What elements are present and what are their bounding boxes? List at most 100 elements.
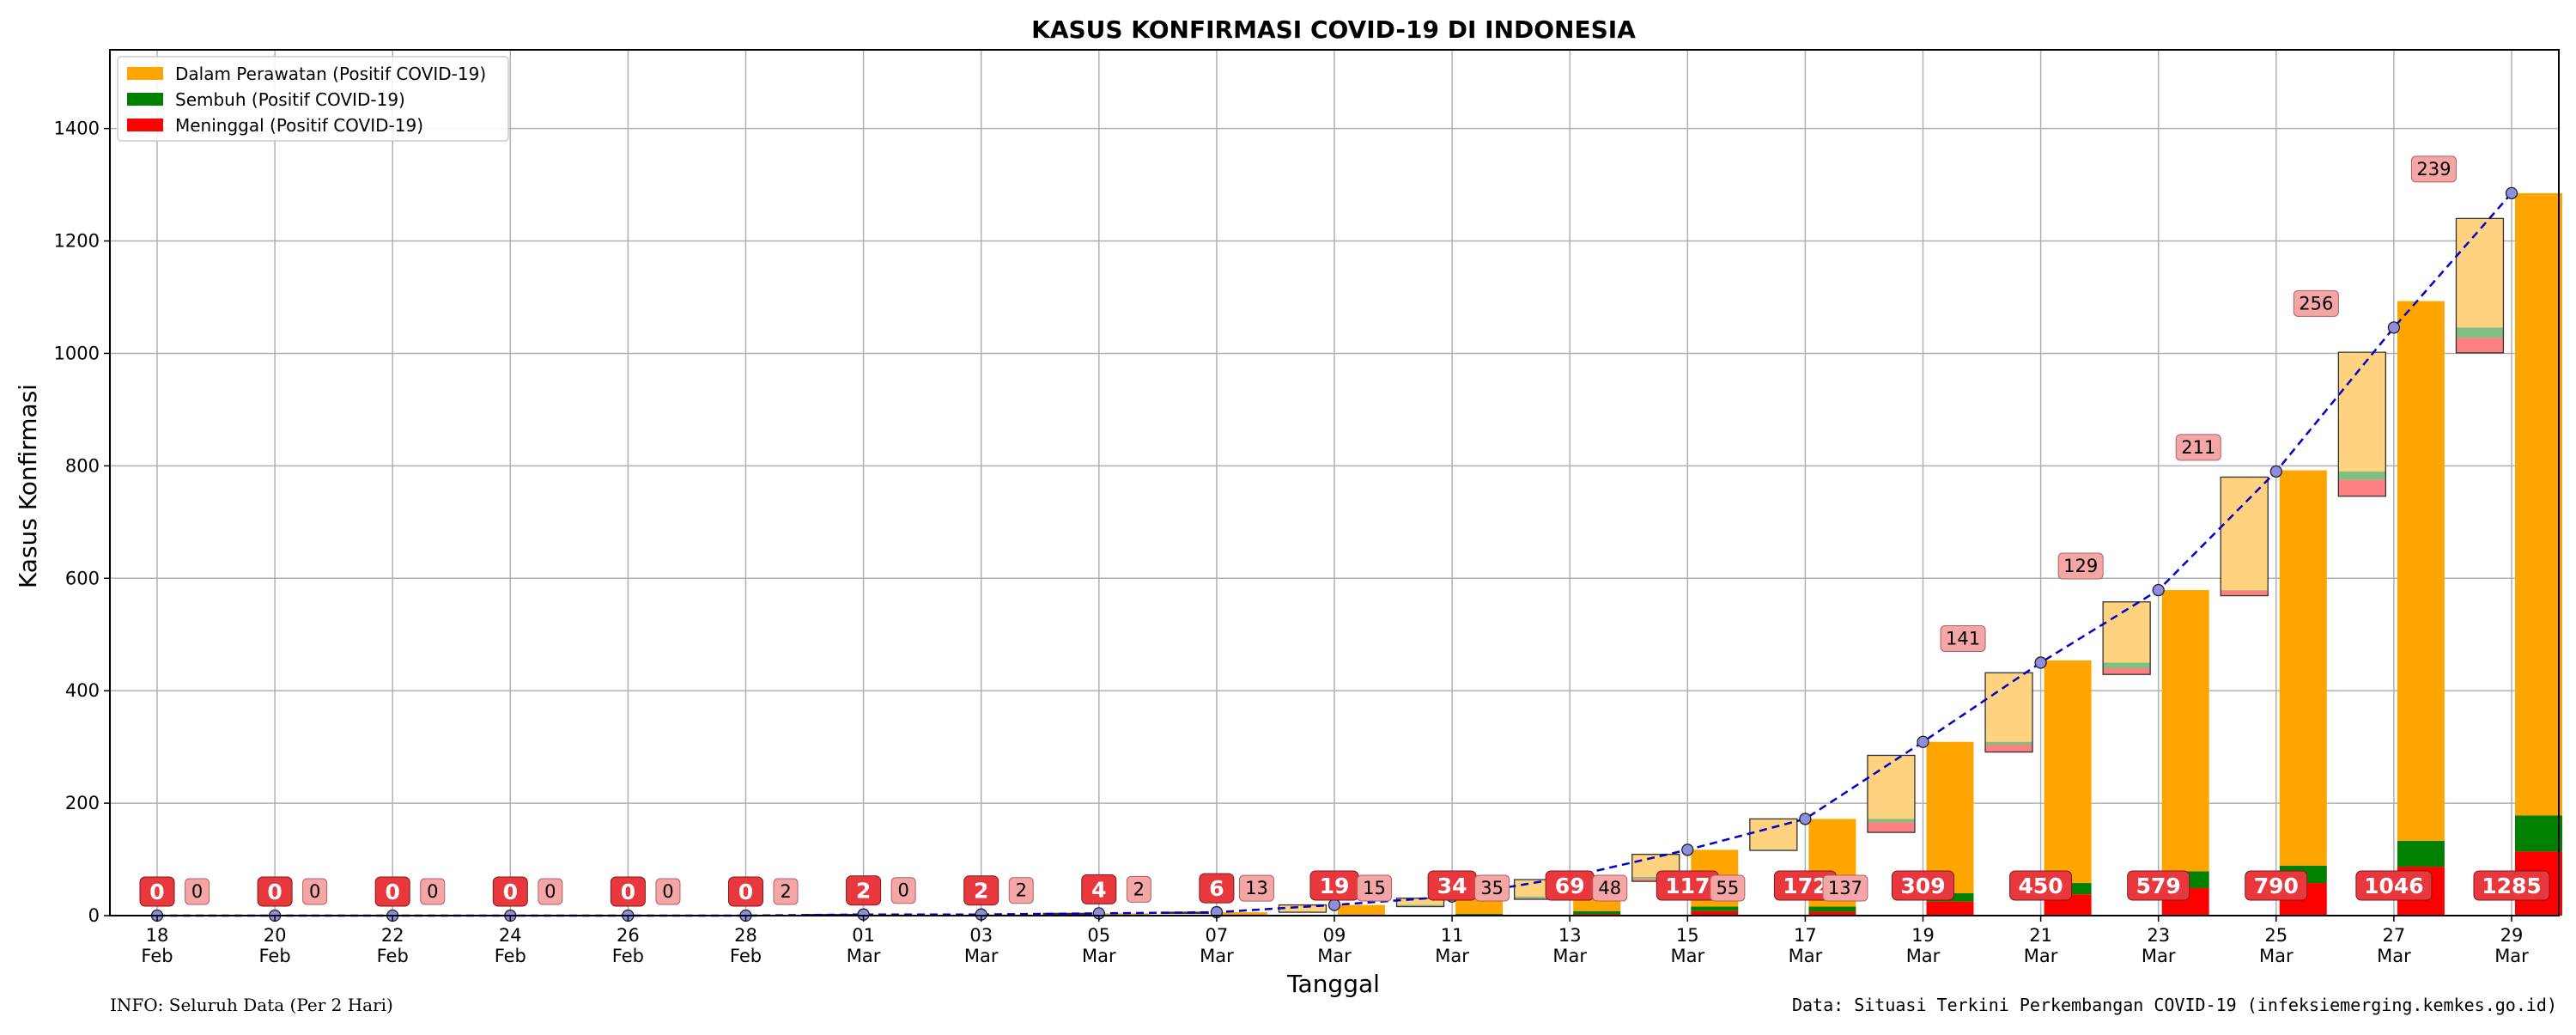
y-tick-label: 1400 (54, 119, 100, 139)
cumulative-point (1327, 898, 1341, 911)
increment-dalam-perawatan (1043, 913, 1091, 915)
bar-dalam-perawatan (2044, 660, 2092, 884)
total-label: 0 (738, 880, 753, 904)
legend-label: Meninggal (Positif COVID-19) (175, 115, 423, 136)
x-tick-label-month: Mar (1552, 946, 1587, 966)
increment-sembuh (2338, 471, 2386, 480)
increment-meninggal (1514, 898, 1562, 900)
y-tick-label: 1200 (54, 231, 100, 252)
increment-label-box (2175, 434, 2221, 461)
increment-label-box (1126, 875, 1151, 903)
increment-label-box (1357, 874, 1393, 902)
bar-meninggal (1808, 911, 1856, 916)
total-label-box (374, 876, 410, 907)
total-label-box (2009, 870, 2073, 901)
increment-meninggal (1985, 745, 2033, 752)
total-label-box (728, 876, 763, 907)
total-label-box (1892, 870, 1954, 901)
total-label-box (2355, 870, 2433, 901)
total-label-box (2127, 870, 2190, 901)
bar-meninggal (1691, 910, 1739, 916)
bar-dalam-perawatan (1338, 904, 1385, 916)
increment-label: 0 (897, 880, 908, 901)
increment-meninggal (1867, 822, 1915, 833)
increment-label: 0 (544, 881, 556, 902)
bar-dalam-perawatan (2397, 301, 2445, 841)
cumulative-point (2152, 583, 2165, 597)
increment-dalam-perawatan (1985, 673, 2033, 742)
increment-label-box (1592, 874, 1628, 902)
x-tick-label-month: Mar (1435, 946, 1469, 966)
bar-dalam-perawatan (2279, 470, 2327, 866)
increment-sembuh (1985, 741, 2033, 746)
x-tick-label-month: Mar (1789, 946, 1823, 966)
legend-label: Dalam Perawatan (Positif COVID-19) (175, 64, 486, 84)
increment-label-box (185, 878, 210, 905)
increment-label-box (1710, 874, 1746, 902)
increment-label: 211 (2181, 437, 2215, 458)
x-tick-label-month: Mar (2494, 946, 2529, 966)
increment-label-box (302, 878, 328, 905)
total-label: 1046 (2364, 874, 2424, 898)
x-tick-label-day: 19 (1911, 925, 1935, 946)
increment-dalam-perawatan (2456, 218, 2504, 328)
x-tick-label-month: Mar (2024, 946, 2058, 966)
x-tick-label-month: Mar (2377, 946, 2411, 966)
x-tick-label-day: 03 (969, 925, 993, 946)
chart-title: KASUS KONFIRMASI COVID-19 DI INDONESIA (1031, 15, 1636, 44)
x-tick-label-month: Mar (1670, 946, 1704, 966)
increment-label: 48 (1598, 878, 1621, 898)
total-label: 790 (2254, 874, 2299, 898)
increment-meninggal (2103, 668, 2151, 675)
x-tick-label-month: Mar (964, 946, 999, 966)
x-tick-label-month: Mar (2259, 946, 2293, 966)
increment-label: 15 (1363, 878, 1386, 898)
increment-sembuh (1631, 876, 1680, 879)
increment-dalam-perawatan (2103, 601, 2151, 663)
y-tick-label: 800 (65, 455, 100, 476)
increment-label: 141 (1946, 628, 1980, 648)
x-tick-label-month: Feb (730, 946, 762, 966)
increment-label: 2 (1016, 880, 1027, 901)
legend-swatch (127, 93, 163, 106)
increment-label: 129 (2063, 556, 2098, 576)
x-tick-label-day: 25 (2264, 925, 2287, 946)
increment-outline (1631, 854, 1680, 882)
legend-box (117, 56, 509, 142)
x-tick-label-day: 22 (381, 925, 404, 946)
increment-meninggal (2456, 338, 2504, 353)
bar-dalam-perawatan (2161, 590, 2209, 872)
bar-sembuh (1573, 910, 1621, 915)
legend-swatch (127, 119, 163, 131)
bar-dalam-perawatan (1926, 741, 1974, 893)
x-axis-label: Tanggal (1286, 970, 1380, 998)
increment-label: 55 (1716, 878, 1739, 898)
increment-outline (2102, 601, 2151, 675)
x-tick-label-day: 21 (2029, 925, 2052, 946)
cumulative-point (2034, 656, 2047, 669)
bar-sembuh (1691, 906, 1739, 911)
y-tick-label: 600 (65, 568, 100, 588)
increment-label-box (2057, 552, 2104, 580)
x-tick-label-month: Feb (612, 946, 644, 966)
increment-label-box (1474, 874, 1510, 902)
total-label-box (257, 876, 293, 907)
increment-meninggal (2338, 479, 2386, 496)
x-tick-label-day: 15 (1676, 925, 1699, 946)
increment-label: 13 (1245, 878, 1268, 898)
bar-meninggal (1926, 901, 1974, 916)
increment-outline (1867, 754, 1916, 833)
bar-sembuh (1455, 914, 1504, 916)
increment-outline (1160, 911, 1209, 915)
bar-dalam-perawatan (1102, 913, 1150, 916)
increment-sembuh (2103, 662, 2151, 668)
total-label: 1285 (2482, 874, 2542, 898)
increment-label: 2 (780, 881, 791, 902)
increment-dalam-perawatan (2221, 477, 2269, 591)
cumulative-point (1917, 735, 1929, 748)
increment-label-box (890, 877, 916, 904)
legend-swatch (127, 67, 163, 80)
increment-label: 2 (1133, 879, 1145, 899)
total-label-box (1081, 874, 1117, 904)
y-tick-label: 200 (65, 793, 100, 813)
